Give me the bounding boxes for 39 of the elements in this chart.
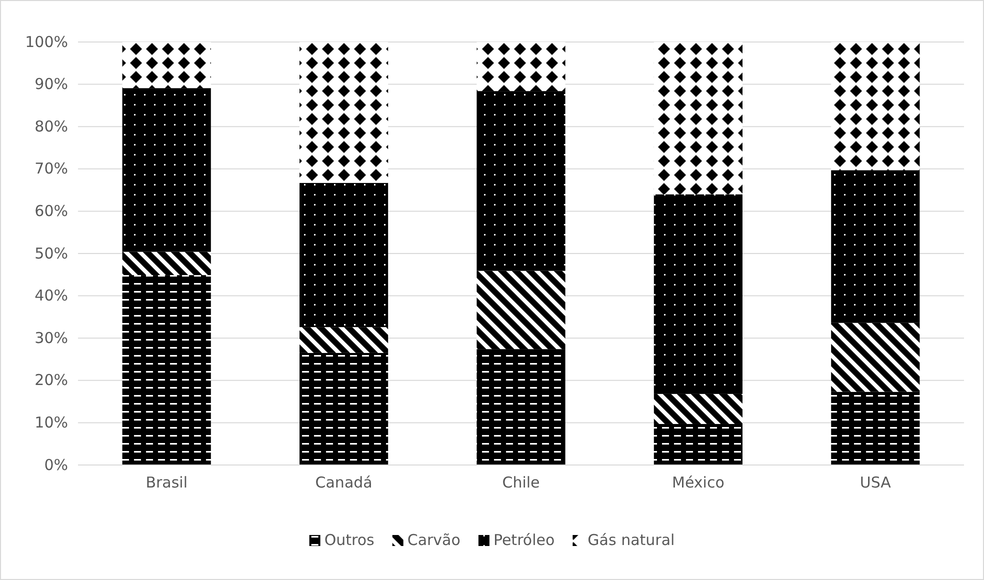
bar bbox=[831, 170, 920, 323]
y-tick-label: 30% bbox=[34, 328, 68, 347]
bar bbox=[831, 322, 920, 392]
y-tick-label: 60% bbox=[34, 202, 68, 220]
x-tick-label: México bbox=[672, 474, 724, 492]
y-tick-label: 90% bbox=[34, 75, 68, 94]
y-tick-label: 100% bbox=[25, 32, 68, 51]
y-tick-label: 20% bbox=[34, 371, 68, 390]
bar bbox=[300, 352, 388, 465]
bar bbox=[122, 252, 211, 276]
x-tick-label: Canadá bbox=[315, 474, 372, 492]
legend-label: Outros bbox=[324, 531, 375, 549]
bar bbox=[300, 182, 388, 328]
bar bbox=[654, 42, 742, 194]
bar bbox=[122, 275, 211, 465]
legend-label: Carvão bbox=[407, 531, 460, 549]
bar bbox=[831, 392, 920, 465]
bar bbox=[122, 42, 211, 88]
y-tick-label: 10% bbox=[34, 414, 68, 432]
legend-label: Gás natural bbox=[588, 531, 675, 549]
y-tick-label: 0% bbox=[44, 456, 68, 474]
bar bbox=[300, 327, 388, 353]
x-tick-label: Chile bbox=[502, 474, 540, 492]
bar bbox=[476, 270, 566, 350]
y-tick-label: 70% bbox=[34, 160, 68, 178]
x-tick-label: Brasil bbox=[146, 474, 188, 492]
bar bbox=[122, 88, 211, 252]
y-tick-label: 80% bbox=[34, 117, 68, 136]
y-tick-label: 50% bbox=[34, 244, 68, 262]
y-tick-label: 40% bbox=[34, 286, 68, 305]
bar bbox=[476, 91, 566, 271]
bar bbox=[654, 424, 742, 465]
bar bbox=[831, 42, 920, 170]
legend-label: Petróleo bbox=[493, 531, 555, 549]
bar bbox=[654, 394, 742, 424]
x-tick-label: USA bbox=[860, 474, 892, 492]
bar bbox=[654, 194, 742, 394]
bar bbox=[476, 42, 566, 92]
bar bbox=[476, 349, 566, 465]
